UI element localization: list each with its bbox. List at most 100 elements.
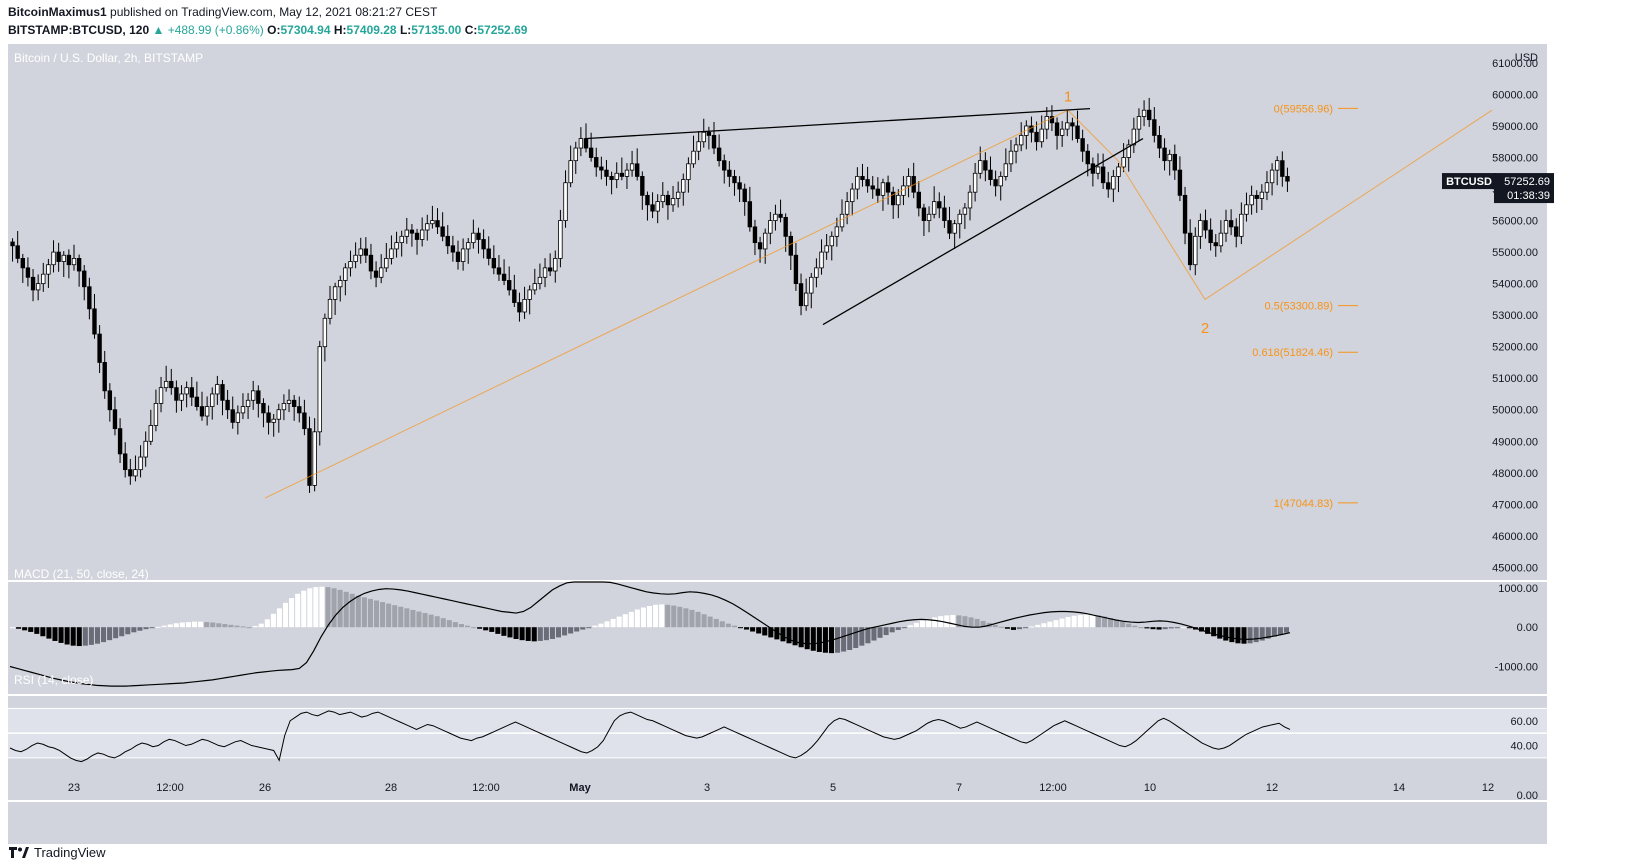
macd-histogram-bar (877, 627, 883, 638)
macd-histogram-bar (1089, 614, 1095, 628)
macd-histogram-bar (1071, 615, 1077, 628)
macd-line (9, 581, 1291, 687)
tradingview-logo-icon (9, 847, 29, 858)
elliott-wave-path[interactable] (264, 109, 1493, 499)
macd-histogram-bar (610, 618, 616, 628)
candle (1187, 219, 1193, 271)
macd-histogram-bar (695, 611, 701, 628)
candle (547, 253, 553, 277)
candle (517, 292, 522, 322)
candle (809, 272, 814, 309)
macd-histogram-bar (568, 627, 574, 634)
price-pane[interactable] (8, 44, 1548, 580)
close-label: C: (464, 23, 478, 37)
time-tick-label: May (569, 782, 591, 794)
price-tick-label: 54000.00 (1492, 279, 1538, 291)
candle (256, 385, 261, 418)
candle (670, 185, 676, 212)
candle (240, 393, 246, 420)
candle (102, 350, 107, 399)
price-tick-label: 53000.00 (1492, 310, 1538, 322)
macd-histogram-bar (1095, 615, 1101, 628)
macd-histogram-bar (665, 604, 671, 628)
time-axis-labels: 23 12:00 26 28 12:00 May 3 5 7 12:00 10 12 14 12 (68, 782, 1494, 794)
macd-histogram-bar (1029, 626, 1035, 628)
macd-histogram-bar (980, 620, 986, 628)
candle (281, 394, 287, 421)
symbol-tag-label: BTCUSD (1446, 176, 1492, 188)
time-tick-label: 23 (68, 782, 80, 794)
candle (1003, 148, 1009, 181)
macd-histogram-bar (913, 622, 919, 628)
price-axis[interactable]: 61000.0060000.0059000.0058000.0057000.00… (1442, 58, 1554, 802)
candle (1162, 138, 1167, 171)
macd-histogram-bar (1120, 621, 1126, 628)
macd-histogram-bar (477, 627, 483, 629)
macd-histogram-bar (210, 622, 216, 628)
macd-histogram-bar (398, 606, 404, 628)
chart-canvas[interactable]: 0(59556.96) 0.5(53300.89) 0.618(51824.46) 1… (0, 44, 1627, 844)
candle (793, 242, 799, 291)
candle (696, 131, 701, 161)
macd-histogram-bar (1277, 627, 1283, 635)
macd-histogram-bar (998, 626, 1004, 628)
candle (768, 212, 773, 245)
candle (1039, 115, 1044, 148)
candle (885, 175, 891, 205)
macd-histogram-bar (677, 606, 683, 628)
macd-histogram-bar (82, 627, 88, 646)
low-label: L: (399, 23, 412, 37)
footer-brand[interactable]: TradingView (34, 844, 106, 860)
macd-histogram-bar (458, 624, 464, 628)
candle (466, 237, 471, 264)
candle (686, 157, 691, 193)
time-axis[interactable] (8, 802, 1548, 844)
macd-histogram-bar (404, 608, 410, 628)
candle (199, 391, 205, 421)
wedge-lower-line[interactable] (822, 138, 1144, 326)
time-tick-label: 7 (956, 782, 962, 794)
candle (138, 445, 143, 478)
macd-histogram-bar (222, 624, 228, 628)
price-tick-label: 45000.00 (1492, 562, 1538, 574)
macd-histogram-bar (853, 627, 859, 649)
candle (865, 166, 870, 193)
time-tick-label: 12 (1266, 782, 1278, 794)
candle (978, 146, 983, 179)
macd-histogram-bar (968, 617, 974, 628)
macd-histogram-bar (422, 613, 428, 628)
candle (522, 286, 527, 319)
published-text: published on TradingView.com, May 12, 20… (110, 5, 438, 19)
macd-histogram-bar (246, 627, 252, 629)
macd-histogram-bar (616, 616, 622, 628)
candle (1070, 117, 1075, 141)
macd-histogram-bar (822, 627, 828, 653)
candle (379, 254, 384, 284)
candle (261, 398, 266, 428)
candle (174, 380, 179, 413)
candle (716, 134, 722, 167)
macd-histogram-bar (501, 627, 507, 636)
macd-histogram-bar (780, 627, 786, 642)
macd-histogram-bar (161, 625, 167, 628)
candle (1106, 171, 1111, 198)
author-name[interactable]: BitcoinMaximus1 (8, 5, 107, 19)
macd-histogram-bar (750, 627, 756, 632)
macd-histogram-bar (1004, 627, 1010, 629)
change-up-icon: ▲ (152, 23, 165, 37)
candle (681, 173, 686, 206)
macd-histogram-bar (537, 627, 543, 641)
macd-histogram-bar (471, 627, 477, 629)
candle (527, 285, 532, 315)
macd-histogram-bar (386, 603, 392, 628)
macd-histogram-bar (125, 627, 131, 635)
wedge-upper-line[interactable] (584, 107, 1091, 140)
rsi-tick-label: 0.00 (1517, 790, 1538, 802)
candle (660, 182, 665, 208)
macd-histogram-bar (1132, 625, 1138, 628)
candle (66, 249, 72, 279)
candle (558, 209, 563, 268)
candle (870, 176, 875, 199)
candle (87, 277, 92, 320)
macd-histogram-bar (76, 627, 82, 647)
